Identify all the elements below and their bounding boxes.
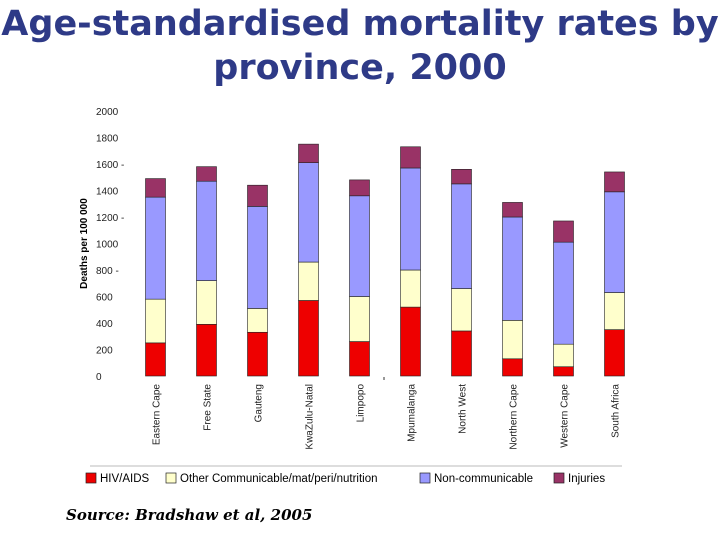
bar-segment-injuries-gauteng <box>247 184 268 207</box>
bar-segment-non-communicable-eastern-cape <box>145 196 166 300</box>
bar-segment-hiv-aids-free-state <box>196 324 217 377</box>
chart-title: Age-standardised mortality rates by prov… <box>0 2 720 90</box>
x-tick-label: KwaZulu-Natal <box>305 384 316 450</box>
bar-segment-non-communicable-kwazulu-natal <box>298 162 319 263</box>
chart-title-line-2: province, 2000 <box>213 48 507 88</box>
bar-segment-hiv-aids-north-west <box>451 330 472 377</box>
bar-segment-other-communicable-mat-peri-nutrition-northern-cape <box>502 320 523 360</box>
bar-segment-hiv-aids-limpopo <box>349 341 370 377</box>
bar-segment-injuries-western-cape <box>553 220 574 243</box>
bar-segment-other-communicable-mat-peri-nutrition-north-west <box>451 288 472 332</box>
bar-segment-other-communicable-mat-peri-nutrition-kwazulu-natal <box>298 261 319 301</box>
x-tick-label: Limpopo <box>356 384 367 423</box>
y-tick-label: 200 <box>96 346 113 357</box>
bar-segment-other-communicable-mat-peri-nutrition-south-africa <box>604 292 625 330</box>
x-tick-label: Eastern Cape <box>152 384 163 446</box>
y-axis-label: Deaths per 100 000 <box>79 198 90 289</box>
bar-segment-other-communicable-mat-peri-nutrition-limpopo <box>349 296 370 342</box>
bar-segment-injuries-eastern-cape <box>145 178 166 198</box>
source-citation: Source: Bradshaw et al, 2005 <box>66 506 313 524</box>
bar-segment-hiv-aids-kwazulu-natal <box>298 300 319 377</box>
bar-segment-hiv-aids-south-africa <box>604 329 625 377</box>
bar-segment-injuries-limpopo <box>349 179 370 197</box>
legend-swatch-injuries <box>553 472 565 484</box>
bar-segment-other-communicable-mat-peri-nutrition-eastern-cape <box>145 298 166 344</box>
y-tick-label: 600 <box>96 293 113 304</box>
bar-segment-injuries-south-africa <box>604 171 625 193</box>
bar-segment-non-communicable-limpopo <box>349 195 370 297</box>
legend-swatch-non-communicable <box>419 472 431 484</box>
bar-segment-other-communicable-mat-peri-nutrition-mpumalanga <box>400 269 421 308</box>
bar-segment-injuries-northern-cape <box>502 202 523 218</box>
legend-label-injuries: Injuries <box>568 473 605 485</box>
bar-segment-non-communicable-northern-cape <box>502 216 523 321</box>
bar-segment-non-communicable-south-africa <box>604 191 625 293</box>
y-tick-label: 800 - <box>96 266 119 277</box>
y-tick-label: 0 <box>96 372 102 383</box>
bar-segment-hiv-aids-western-cape <box>553 366 574 377</box>
x-tick-label: South Africa <box>611 384 622 438</box>
y-tick-label: 1800 <box>96 134 119 145</box>
x-tick-label: Western Cape <box>560 384 571 448</box>
bar-segment-injuries-free-state <box>196 166 217 182</box>
bar-segment-non-communicable-mpumalanga <box>400 167 421 271</box>
bar-segment-injuries-north-west <box>451 169 472 185</box>
bar-segment-non-communicable-western-cape <box>553 241 574 345</box>
bar-segment-non-communicable-free-state <box>196 180 217 281</box>
x-tick-label: Gauteng <box>254 384 265 422</box>
legend-swatch-hiv-aids <box>85 472 97 484</box>
bar-segment-hiv-aids-eastern-cape <box>145 342 166 377</box>
legend-label-non-communicable: Non-communicable <box>434 473 533 485</box>
bar-segment-hiv-aids-gauteng <box>247 331 268 377</box>
bar-segment-other-communicable-mat-peri-nutrition-free-state <box>196 280 217 325</box>
chart-title-line-1: Age-standardised mortality rates by <box>1 4 719 44</box>
x-tick-label: North West <box>458 384 469 434</box>
y-tick-label: 1400 <box>96 187 119 198</box>
y-tick-label: 1600 - <box>96 160 124 171</box>
x-tick-label: Mpumalanga <box>407 384 418 442</box>
x-tick-label: Free State <box>203 384 214 431</box>
bar-segment-non-communicable-gauteng <box>247 206 268 309</box>
bar-segment-injuries-mpumalanga <box>400 146 421 169</box>
bar-segment-hiv-aids-mpumalanga <box>400 306 421 377</box>
bar-segment-injuries-kwazulu-natal <box>298 143 319 163</box>
bar-segment-other-communicable-mat-peri-nutrition-gauteng <box>247 308 268 333</box>
bar-segment-non-communicable-north-west <box>451 183 472 289</box>
bar-segment-hiv-aids-northern-cape <box>502 358 523 377</box>
bar-segment-other-communicable-mat-peri-nutrition-western-cape <box>553 343 574 368</box>
x-tick-label: Northern Cape <box>509 384 520 450</box>
legend-label-other-communicable-mat-peri-nutrition: Other Communicable/mat/peri/nutrition <box>180 473 378 485</box>
y-tick-label: 400 <box>96 319 113 330</box>
legend-label-hiv-aids: HIV/AIDS <box>100 473 150 485</box>
legend-swatch-other-communicable-mat-peri-nutrition <box>165 472 177 484</box>
y-tick-label: 2000 <box>96 107 119 118</box>
y-tick-label: 1000 <box>96 240 119 251</box>
y-tick-label: 1200 - <box>96 213 124 224</box>
